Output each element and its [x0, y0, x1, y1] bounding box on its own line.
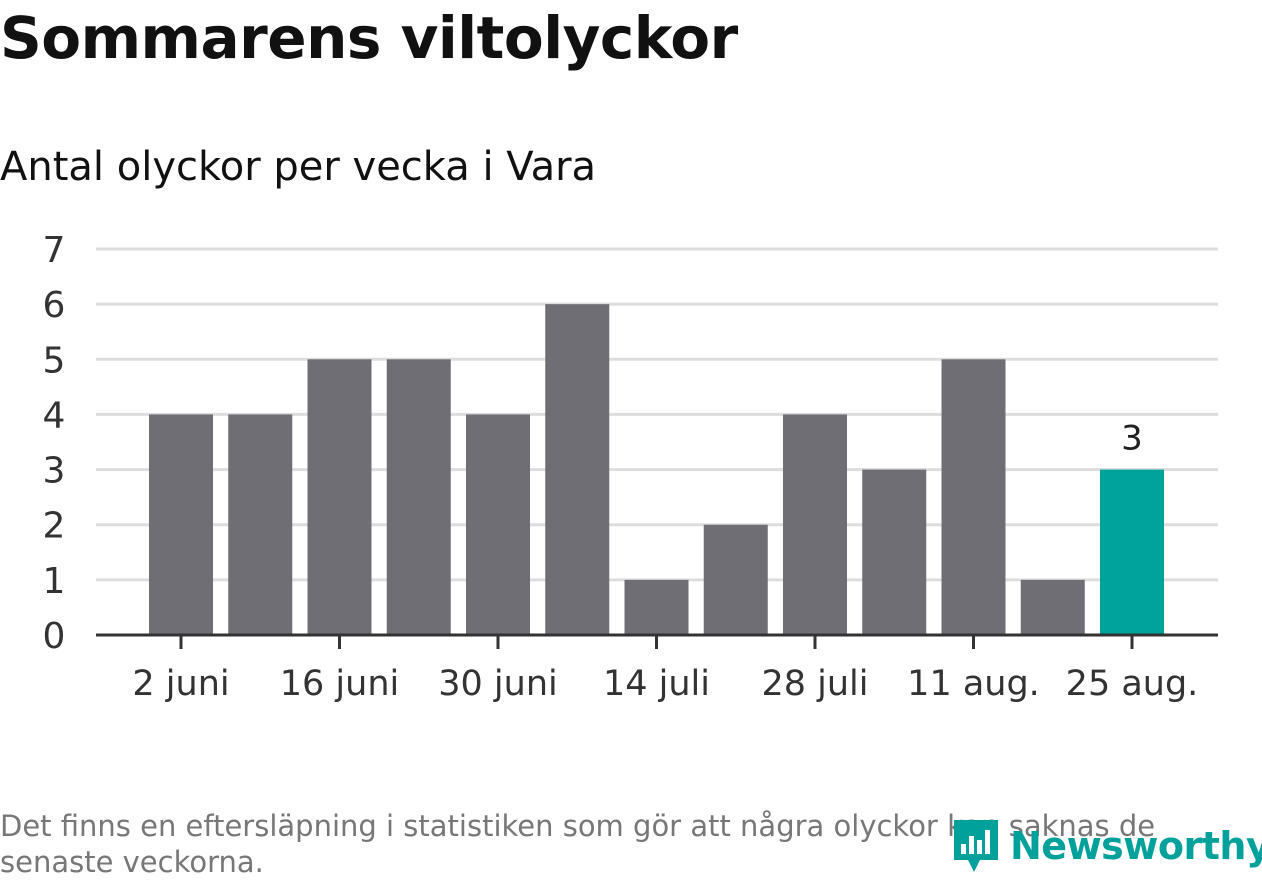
bar	[783, 414, 847, 635]
y-tick-label: 7	[43, 230, 66, 271]
bar	[228, 414, 293, 635]
y-tick-label: 0	[43, 616, 66, 657]
x-tick-label: 30 juni	[438, 664, 557, 704]
bar	[703, 524, 768, 635]
x-tick-label: 16 juni	[280, 664, 399, 704]
chart-subtitle: Antal olyckor per vecka i Vara	[0, 144, 597, 190]
x-tick-label: 25 aug.	[1066, 664, 1199, 704]
x-tick-label: 28 juli	[761, 664, 868, 704]
y-tick-label: 4	[43, 395, 66, 436]
y-tick-label: 6	[43, 285, 66, 326]
bar	[149, 414, 213, 635]
y-tick-label: 1	[43, 561, 66, 602]
bar	[386, 359, 451, 635]
bar	[1020, 579, 1085, 635]
bar	[941, 359, 1006, 635]
data-labels: 3	[1121, 419, 1143, 459]
y-tick-label: 3	[43, 451, 66, 492]
bar	[1100, 469, 1164, 635]
y-axis-ticks: 0 1 2 3 4 5 6 7	[43, 230, 66, 657]
y-tick-label: 2	[43, 506, 66, 547]
bar	[307, 359, 372, 635]
x-tick-label: 14 juli	[603, 664, 710, 704]
bar	[862, 469, 927, 635]
data-label: 3	[1121, 419, 1143, 459]
newsworthy-logo: Newsworthy	[950, 814, 1262, 878]
bar	[624, 579, 689, 635]
chart-title: Sommarens viltolyckor	[0, 4, 738, 72]
bar	[545, 304, 610, 635]
newsworthy-chart-logo-icon	[954, 820, 998, 872]
bar	[466, 414, 530, 635]
x-axis-ticks: 2 juni 16 juni 30 juni 14 juli 28 juli 11 aug…	[132, 635, 1198, 704]
x-tick-label: 11 aug.	[907, 664, 1040, 704]
x-tick-label: 2 juni	[132, 664, 229, 704]
bar-chart: 0 1 2 3 4 5 6 7 3 2 juni 16 juni 30 juni 14 juli 28…	[43, 230, 1218, 704]
y-tick-label: 5	[43, 340, 66, 381]
logo-text: Newsworthy	[1010, 824, 1262, 868]
bars	[149, 304, 1164, 635]
